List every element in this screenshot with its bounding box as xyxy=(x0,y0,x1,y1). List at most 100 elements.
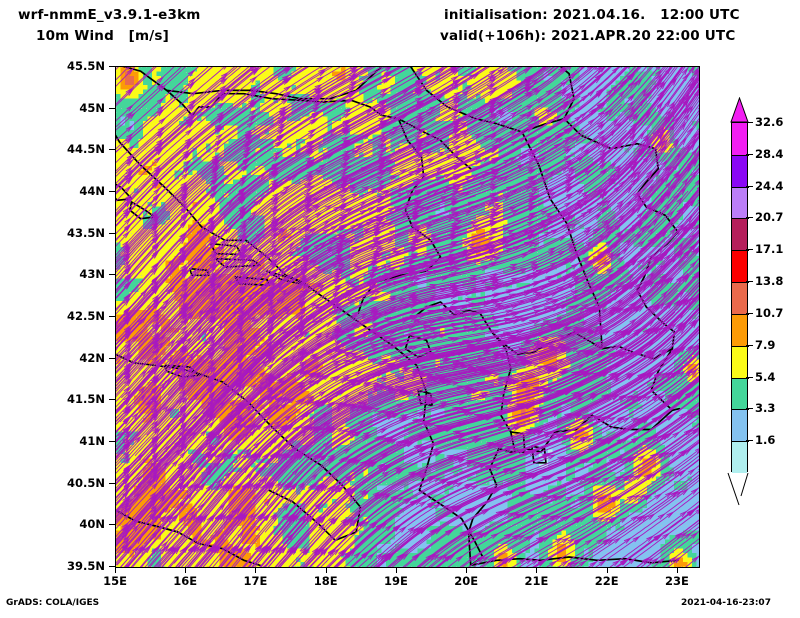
colorbar-tick-label: 10.7 xyxy=(755,306,783,320)
colorbar-tick xyxy=(746,249,753,251)
lon-tick xyxy=(676,567,678,573)
valid-time-label: valid(+106h): 2021.APR.20 22:00 UTC xyxy=(440,28,735,44)
lat-tick xyxy=(109,66,115,67)
lat-tick-label: 45N xyxy=(53,101,105,115)
lon-tick-label: 17E xyxy=(235,574,275,588)
colorbar-segment xyxy=(732,313,747,346)
colorbar-divider xyxy=(732,409,749,411)
colorbar-tick-label: 3.3 xyxy=(755,401,775,415)
colorbar-tick-label: 5.4 xyxy=(755,370,775,384)
lat-tick xyxy=(109,232,115,234)
colorbar-tick-label: 13.8 xyxy=(755,274,783,288)
colorbar-tick xyxy=(746,312,753,314)
lat-tick-label: 43N xyxy=(53,267,105,281)
colorbar-tick xyxy=(746,185,753,187)
colorbar-tick xyxy=(746,376,753,378)
colorbar-segment xyxy=(732,409,747,442)
lon-tick-label: 22E xyxy=(587,574,627,588)
colorbar-divider xyxy=(732,250,749,252)
colorbar-tick-label: 1.6 xyxy=(755,433,775,447)
lon-tick-label: 23E xyxy=(657,574,697,588)
colorbar-tick xyxy=(746,344,753,346)
lon-tick xyxy=(395,567,397,573)
field-title: 10m Wind [m/s] xyxy=(36,28,169,44)
lat-tick xyxy=(109,149,115,151)
lon-tick xyxy=(255,567,257,573)
colorbar-segment xyxy=(732,441,747,473)
colorbar-divider xyxy=(732,282,749,284)
lat-tick xyxy=(109,524,115,526)
colorbar-tick xyxy=(746,122,753,123)
colorbar-tick-label: 24.4 xyxy=(755,179,783,193)
lat-tick-label: 39.5N xyxy=(53,559,105,573)
colorbar-divider xyxy=(732,186,749,188)
colorbar-tick xyxy=(746,217,753,219)
colorbar-top-arrow xyxy=(730,97,749,123)
colorbar-tick xyxy=(746,281,753,283)
lat-tick-label: 41N xyxy=(53,434,105,448)
colorbar-segment xyxy=(732,282,747,314)
lat-tick-label: 44.5N xyxy=(53,142,105,156)
lon-tick xyxy=(606,567,608,573)
lon-tick-label: 15E xyxy=(95,574,135,588)
colorbar-divider xyxy=(732,218,749,220)
colorbar-divider xyxy=(732,154,749,156)
lat-tick-label: 43.5N xyxy=(53,226,105,240)
colorbar-divider xyxy=(732,313,749,315)
colorbar-divider xyxy=(732,345,749,347)
lat-tick xyxy=(109,399,115,401)
colorbar-bottom-taper xyxy=(727,472,749,506)
colorbar-segment xyxy=(732,345,747,378)
lon-tick-label: 20E xyxy=(446,574,486,588)
lon-tick-label: 19E xyxy=(376,574,416,588)
colorbar-segment xyxy=(732,123,747,155)
lat-tick xyxy=(109,566,115,567)
colorbar-segment xyxy=(732,218,747,251)
lon-tick xyxy=(325,567,327,573)
lon-tick-label: 18E xyxy=(306,574,346,588)
lat-tick-label: 40N xyxy=(53,517,105,531)
colorbar-tick-label: 28.4 xyxy=(755,147,783,161)
model-title: wrf-nmmE_v3.9.1-e3km xyxy=(18,7,201,23)
colorbar-segment xyxy=(732,154,747,187)
lat-tick xyxy=(109,441,115,442)
lon-tick-label: 21E xyxy=(516,574,556,588)
lon-tick xyxy=(536,567,538,573)
lat-tick xyxy=(109,357,115,359)
colorbar-tick xyxy=(746,153,753,155)
lat-tick-label: 40.5N xyxy=(53,476,105,490)
colorbar-divider xyxy=(732,377,749,379)
streamline-layer xyxy=(116,67,699,567)
map-plot-area xyxy=(115,66,700,568)
lon-tick-label: 16E xyxy=(165,574,205,588)
lon-tick xyxy=(185,567,187,573)
lat-tick-label: 41.5N xyxy=(53,392,105,406)
lat-tick xyxy=(109,482,115,484)
lat-tick xyxy=(109,191,115,192)
lat-tick-label: 42N xyxy=(53,351,105,365)
lat-tick xyxy=(109,274,115,276)
lat-tick-label: 44N xyxy=(53,184,105,198)
colorbar-segment xyxy=(732,250,747,283)
lat-tick-label: 45.5N xyxy=(53,59,105,73)
initialisation-label: initialisation: 2021.04.16. 12:00 UTC xyxy=(444,7,740,23)
lat-tick xyxy=(109,107,115,109)
colorbar-divider xyxy=(732,441,749,443)
colorbar xyxy=(731,122,749,473)
colorbar-segment xyxy=(732,186,747,219)
colorbar-tick xyxy=(746,408,753,410)
colorbar-tick-label: 32.6 xyxy=(755,115,783,129)
map-canvas xyxy=(116,67,699,567)
grads-credit: GrADS: COLA/IGES xyxy=(6,598,99,608)
colorbar-tick-label: 17.1 xyxy=(755,242,783,256)
lon-tick xyxy=(466,567,468,573)
lat-tick xyxy=(109,316,115,317)
lon-tick xyxy=(115,567,116,573)
colorbar-tick xyxy=(746,440,753,442)
colorbar-tick-label: 20.7 xyxy=(755,210,783,224)
colorbar-tick-label: 7.9 xyxy=(755,338,775,352)
colorbar-segment xyxy=(732,377,747,410)
lat-tick-label: 42.5N xyxy=(53,309,105,323)
render-timestamp: 2021-04-16-23:07 xyxy=(681,598,771,608)
